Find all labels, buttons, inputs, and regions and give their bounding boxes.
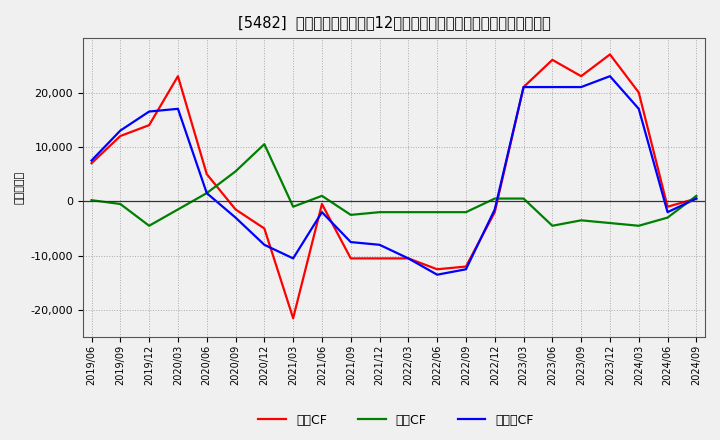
営業CF <box>87 161 96 166</box>
フリーCF <box>318 209 326 215</box>
フリーCF <box>289 256 297 261</box>
営業CF <box>433 267 441 272</box>
フリーCF <box>404 256 413 261</box>
フリーCF <box>202 191 211 196</box>
投資CF <box>404 209 413 215</box>
Y-axis label: （百万円）: （百万円） <box>15 171 25 204</box>
フリーCF <box>519 84 528 90</box>
投資CF <box>433 209 441 215</box>
投資CF <box>375 209 384 215</box>
フリーCF <box>433 272 441 277</box>
フリーCF <box>634 106 643 111</box>
投資CF <box>577 218 585 223</box>
フリーCF <box>548 84 557 90</box>
営業CF <box>634 90 643 95</box>
営業CF <box>174 73 182 79</box>
営業CF <box>289 315 297 321</box>
営業CF <box>663 204 672 209</box>
投資CF <box>462 209 470 215</box>
営業CF <box>462 264 470 269</box>
投資CF <box>289 204 297 209</box>
投資CF <box>692 193 701 198</box>
フリーCF <box>375 242 384 247</box>
営業CF <box>202 172 211 177</box>
フリーCF <box>490 207 499 212</box>
営業CF <box>260 226 269 231</box>
営業CF <box>404 256 413 261</box>
営業CF <box>548 57 557 62</box>
投資CF <box>116 202 125 207</box>
営業CF <box>692 196 701 201</box>
フリーCF <box>606 73 614 79</box>
投資CF <box>519 196 528 201</box>
フリーCF <box>87 158 96 163</box>
営業CF <box>346 256 355 261</box>
Line: 営業CF: 営業CF <box>91 55 696 318</box>
営業CF <box>318 202 326 207</box>
Line: 投資CF: 投資CF <box>91 144 696 226</box>
フリーCF <box>174 106 182 111</box>
投資CF <box>634 223 643 228</box>
投資CF <box>87 198 96 203</box>
投資CF <box>260 142 269 147</box>
フリーCF <box>663 209 672 215</box>
フリーCF <box>145 109 153 114</box>
フリーCF <box>692 196 701 201</box>
営業CF <box>375 256 384 261</box>
投資CF <box>174 207 182 212</box>
フリーCF <box>346 239 355 245</box>
投資CF <box>606 220 614 226</box>
フリーCF <box>116 128 125 133</box>
営業CF <box>519 84 528 90</box>
投資CF <box>346 212 355 217</box>
投資CF <box>231 169 240 174</box>
投資CF <box>548 223 557 228</box>
フリーCF <box>231 215 240 220</box>
投資CF <box>490 196 499 201</box>
Title: [5482]  キャッシュフローの12か月移動合計の対前年同期増減額の推移: [5482] キャッシュフローの12か月移動合計の対前年同期増減額の推移 <box>238 15 550 30</box>
投資CF <box>202 191 211 196</box>
投資CF <box>145 223 153 228</box>
営業CF <box>116 133 125 139</box>
フリーCF <box>577 84 585 90</box>
投資CF <box>663 215 672 220</box>
営業CF <box>606 52 614 57</box>
営業CF <box>145 122 153 128</box>
投資CF <box>318 193 326 198</box>
営業CF <box>231 207 240 212</box>
Legend: 営業CF, 投資CF, フリーCF: 営業CF, 投資CF, フリーCF <box>253 409 539 432</box>
フリーCF <box>260 242 269 247</box>
フリーCF <box>462 267 470 272</box>
Line: フリーCF: フリーCF <box>91 76 696 275</box>
営業CF <box>490 209 499 215</box>
営業CF <box>577 73 585 79</box>
